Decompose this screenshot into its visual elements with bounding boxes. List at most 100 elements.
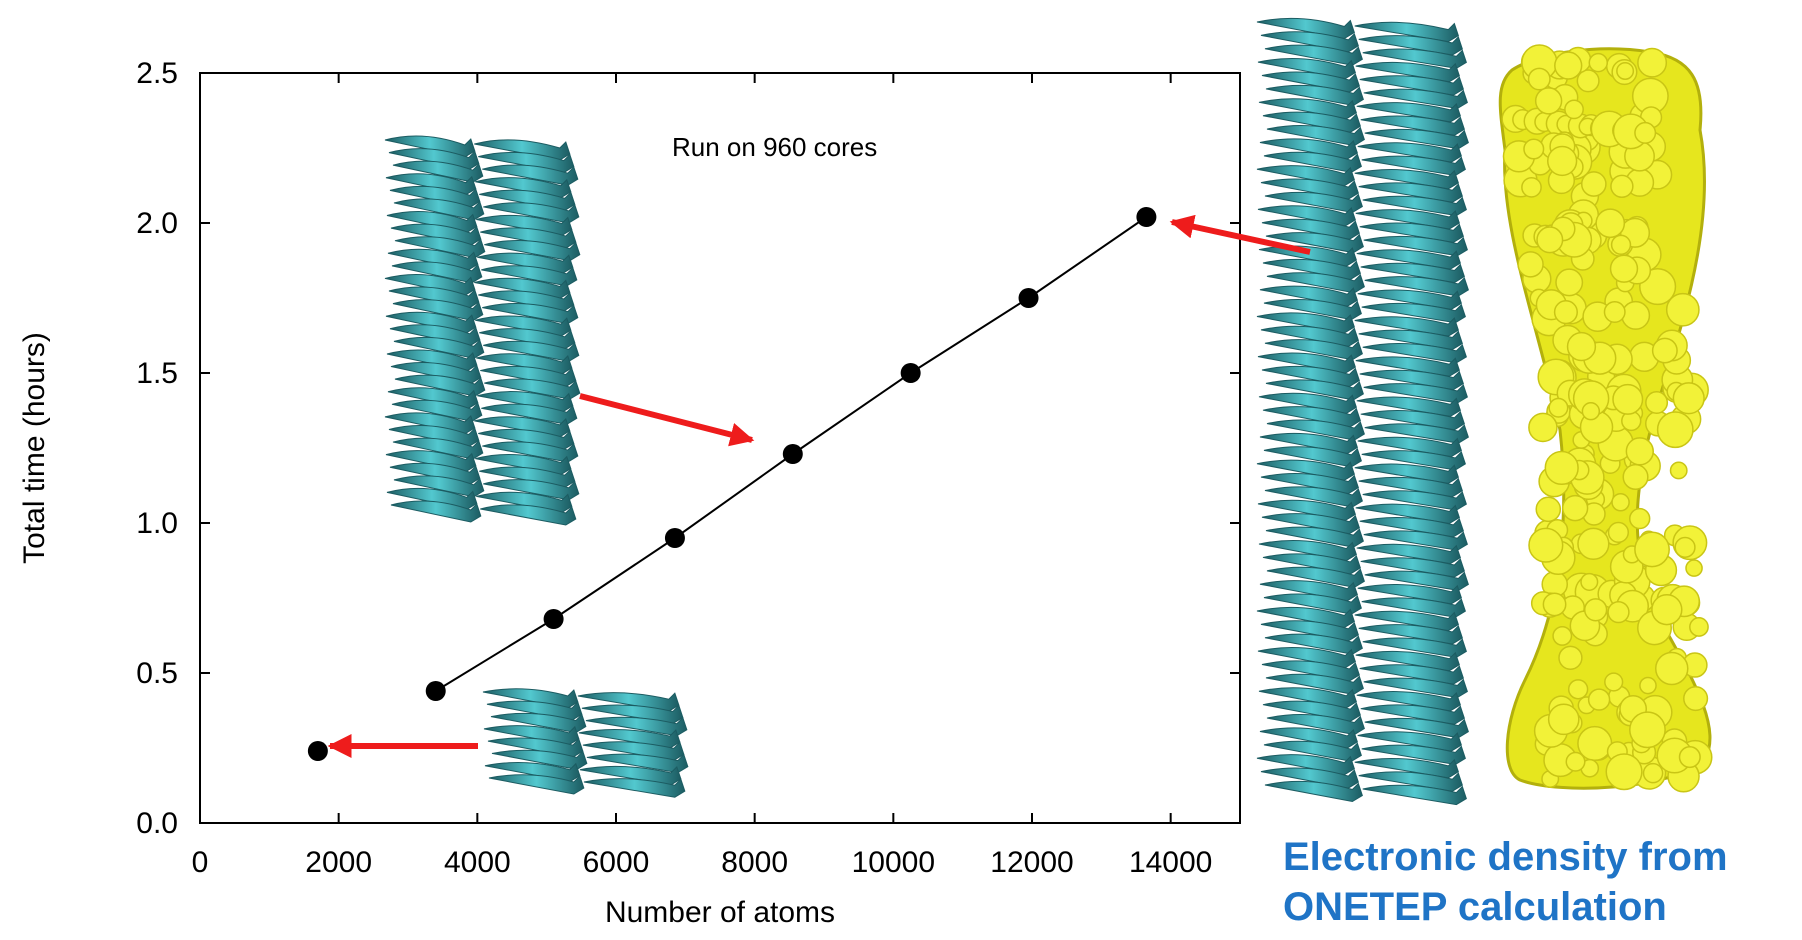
ribbon-strand <box>479 189 576 211</box>
ribbon-strand <box>1265 84 1364 106</box>
ribbon-strand <box>1261 365 1360 388</box>
ribbon-strand <box>1359 369 1464 391</box>
ribbon-strand <box>578 729 681 749</box>
ribbon-strand <box>393 475 485 498</box>
density-bump <box>1544 450 1579 486</box>
ribbon-strand <box>1258 245 1357 267</box>
ribbon-strand <box>1266 713 1365 736</box>
density-bump <box>1587 688 1611 711</box>
ribbon-strand <box>1259 285 1358 307</box>
ribbon-strand <box>484 378 581 400</box>
density-bump <box>1558 645 1583 670</box>
x-tick-label: 14000 <box>1129 846 1212 879</box>
y-tick-label: 1.0 <box>136 507 178 540</box>
ribbon-strand <box>482 164 579 186</box>
ribbon-strand <box>1363 88 1468 110</box>
x-axis: 0 2000 4000 6000 8000 10000 12000 14000 <box>192 73 1212 879</box>
ribbon-strand <box>1256 17 1355 40</box>
ribbon-strand <box>1257 58 1356 80</box>
chart-annotation: Run on 960 cores <box>672 132 877 162</box>
density-bump <box>1567 679 1589 700</box>
density-bump <box>1616 61 1635 80</box>
ribbon-strand <box>483 340 580 362</box>
ribbon-strand <box>1258 539 1357 562</box>
ribbon-strand <box>480 227 577 249</box>
ribbon-strand <box>480 365 577 388</box>
ribbon-strand <box>474 277 571 299</box>
ribbon-strand <box>1358 476 1463 498</box>
ribbon-strand <box>1256 312 1355 334</box>
density-bump <box>1604 672 1624 692</box>
ribbon-strand <box>1355 209 1460 230</box>
ribbon-strand <box>1358 624 1463 645</box>
density-bump <box>1651 337 1678 364</box>
ribbon-strand <box>1259 138 1358 160</box>
ribbon-strand <box>1256 459 1355 481</box>
ribbon-strand <box>386 211 478 234</box>
density-bump <box>1521 176 1542 198</box>
density-bump <box>1534 87 1563 115</box>
density-bump <box>1517 251 1544 278</box>
density-bump <box>1625 437 1654 466</box>
ribbon-strand <box>1266 419 1365 441</box>
density-bump <box>1674 536 1696 558</box>
density-bump <box>1685 559 1703 577</box>
ribbon-strand <box>1355 356 1460 377</box>
density-bump <box>1577 527 1610 560</box>
ribbon-strand <box>1265 232 1364 254</box>
data-point <box>1018 288 1039 308</box>
ribbon-strand <box>1264 780 1363 803</box>
protein-ribbon-small <box>482 688 689 798</box>
density-bump <box>1581 402 1601 421</box>
ribbon-strand <box>1356 249 1461 270</box>
ribbon-strand <box>1356 543 1461 565</box>
ribbon-strand <box>486 700 583 721</box>
density-bump <box>1523 138 1545 160</box>
ribbon-strand <box>1361 597 1466 618</box>
ribbon-strand <box>481 403 578 425</box>
ribbon-strand <box>388 148 480 171</box>
x-tick-label: 4000 <box>444 846 511 879</box>
ribbon-strand <box>387 387 479 410</box>
ribbon-strand <box>391 261 483 284</box>
ribbon-strand <box>1360 262 1465 284</box>
density-bump <box>1642 762 1664 784</box>
ribbon-strand <box>1364 276 1469 297</box>
density-bump <box>1528 527 1564 563</box>
ribbon-strand <box>1257 647 1356 669</box>
ribbon-strand <box>1256 754 1355 776</box>
density-bump <box>1609 254 1639 283</box>
ribbon-strand <box>479 466 576 488</box>
density-bump <box>1547 703 1580 736</box>
ribbon-strand <box>392 437 484 460</box>
ribbon-strand <box>1361 302 1466 324</box>
ribbon-strand <box>490 712 587 734</box>
ribbon-strand <box>390 500 482 523</box>
plot-frame <box>199 72 1241 824</box>
ribbon-strand <box>1257 499 1356 521</box>
density-bump <box>1552 625 1573 646</box>
ribbon-strand <box>1358 771 1463 792</box>
ribbon-strand <box>1359 222 1464 243</box>
ribbon-strand <box>1357 731 1462 752</box>
ribbon-strand <box>1262 553 1361 575</box>
ribbon-strand <box>385 450 477 473</box>
ribbon-strand <box>1354 463 1459 484</box>
ribbon-strand <box>1363 383 1468 404</box>
ribbon-strand <box>480 504 577 526</box>
x-tick-label: 2000 <box>305 846 372 879</box>
ribbon-strand <box>1363 530 1468 551</box>
ribbon-strand <box>1262 700 1361 722</box>
y-tick-label: 0.0 <box>136 807 178 840</box>
ribbon-strand <box>1260 767 1359 789</box>
data-point <box>900 363 921 383</box>
ribbon-strand <box>1356 396 1461 417</box>
ribbon-strand <box>1358 182 1463 203</box>
ribbon-strand <box>1258 392 1357 414</box>
y-tick-label: 2.0 <box>136 207 178 240</box>
caption-line-1: Electronic density from <box>1283 835 1728 879</box>
ribbon-strand <box>1265 379 1364 401</box>
density-bump <box>1576 69 1600 93</box>
ribbon-strand <box>581 704 684 725</box>
y-tick-label: 1.5 <box>136 357 178 390</box>
